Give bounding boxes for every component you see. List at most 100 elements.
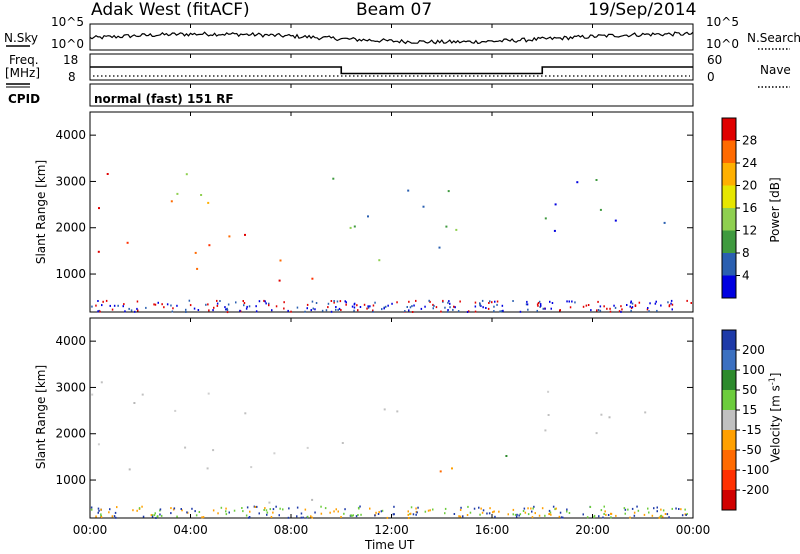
data-point (487, 307, 490, 310)
data-point (603, 305, 605, 308)
data-point (527, 507, 529, 510)
data-point (339, 300, 342, 303)
data-point (407, 510, 409, 513)
data-point (618, 310, 621, 313)
data-point (353, 302, 356, 305)
data-point (630, 300, 632, 303)
data-point (377, 513, 380, 515)
data-point (427, 509, 430, 512)
data-point (668, 516, 670, 519)
data-point (478, 506, 480, 509)
data-point (424, 305, 426, 308)
data-point (194, 251, 197, 254)
data-point (315, 302, 318, 304)
colorbar-tick-label: -200 (742, 483, 769, 497)
data-point (438, 246, 441, 249)
data-point (194, 510, 196, 513)
data-point (306, 303, 309, 306)
data-point (386, 516, 389, 519)
y-tick-label: 3000 (55, 380, 86, 394)
data-point (660, 508, 662, 511)
data-point (610, 516, 612, 519)
data-point (532, 507, 534, 510)
data-point (493, 510, 495, 513)
nave-tick-low: 0 (707, 70, 715, 84)
data-point (314, 308, 316, 311)
data-point (444, 306, 446, 309)
data-point (332, 177, 335, 180)
data-point (585, 304, 588, 307)
data-point (603, 505, 605, 508)
y-tick-label: 2000 (55, 427, 86, 441)
data-point (212, 309, 214, 312)
data-point (250, 466, 253, 469)
data-point (415, 513, 417, 516)
data-point (124, 310, 126, 313)
data-point (133, 402, 136, 404)
data-point (367, 215, 369, 218)
data-point (378, 259, 381, 262)
noise-tick-low: 10^0 (51, 37, 84, 51)
data-point (597, 309, 600, 311)
colorbar-tick-label: 200 (742, 343, 765, 357)
data-point (97, 250, 100, 253)
data-point (627, 508, 629, 511)
data-point (615, 514, 617, 517)
data-point (311, 498, 314, 501)
data-point (335, 306, 337, 308)
velocity-colorbar-label: Velocity [m s-1] (767, 372, 783, 463)
data-point (268, 501, 271, 504)
x-tick-label: 00:00 (73, 523, 108, 537)
freq-label: Freq. (9, 53, 39, 67)
data-point (136, 509, 138, 512)
data-point (171, 310, 174, 313)
data-point (360, 513, 362, 516)
colorbar-tick-label: -50 (742, 443, 762, 457)
data-point (396, 410, 399, 413)
data-point (282, 508, 284, 511)
data-point (393, 505, 395, 508)
colorbar-tick-label: 8 (742, 246, 750, 260)
data-point (538, 300, 541, 303)
data-point (208, 244, 211, 247)
data-point (248, 516, 250, 519)
data-point (324, 507, 327, 510)
data-point (562, 516, 564, 519)
data-point (526, 303, 529, 306)
data-point (212, 509, 215, 512)
data-point (335, 508, 337, 511)
data-point (489, 300, 491, 303)
data-point (467, 505, 469, 508)
data-point (474, 310, 477, 313)
data-point (296, 515, 298, 518)
data-point (99, 310, 101, 313)
data-point (306, 446, 309, 449)
data-point (660, 304, 662, 307)
data-point (311, 277, 314, 280)
data-point (599, 305, 602, 308)
data-point (643, 513, 646, 516)
data-point (216, 299, 218, 302)
data-point (548, 513, 550, 516)
data-point (207, 201, 210, 204)
data-point (648, 310, 650, 313)
data-point (225, 513, 228, 516)
data-point (202, 516, 205, 519)
data-point (524, 511, 527, 514)
colorbar-segment (722, 390, 736, 411)
power-scatter (91, 173, 692, 314)
data-point (407, 513, 409, 516)
station-title: Adak West (fitACF) (91, 0, 250, 20)
data-point (287, 309, 289, 312)
data-point (226, 311, 229, 314)
data-point (609, 307, 611, 310)
data-point (212, 449, 215, 452)
data-point (170, 200, 173, 203)
data-point (662, 509, 665, 512)
data-point (544, 514, 546, 517)
data-point (678, 508, 680, 510)
data-point (154, 303, 157, 306)
data-point (661, 515, 664, 518)
data-point (435, 306, 438, 309)
data-point (159, 509, 161, 512)
